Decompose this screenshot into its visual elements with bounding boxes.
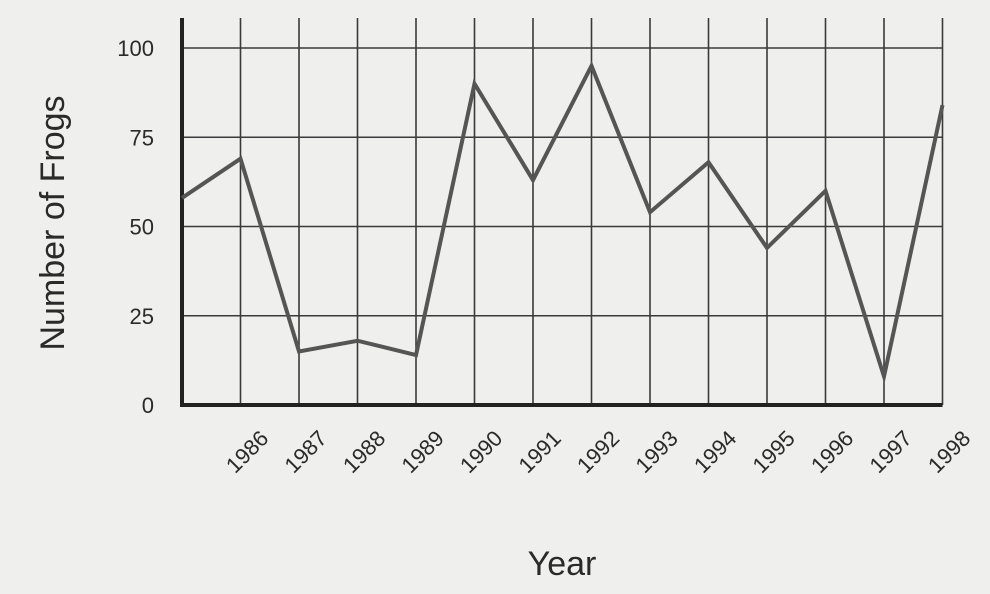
x-tick-labels: 1986 1987 1988 1989 1990 1991 1992 1993 1994 1995… xyxy=(221,426,975,478)
x-tick-label: 1987 xyxy=(280,426,332,478)
x-tick-label: 1996 xyxy=(806,426,858,478)
series-line xyxy=(180,61,945,385)
x-tick-label: 1992 xyxy=(572,426,624,478)
y-tick-label: 0 xyxy=(142,393,154,418)
x-tick-label: 1994 xyxy=(689,426,741,478)
x-tick-label: 1990 xyxy=(455,426,507,478)
y-tick-label: 50 xyxy=(130,215,154,240)
axes xyxy=(180,18,943,407)
y-axis-title: Number of Frogs xyxy=(34,95,72,350)
y-tick-label: 100 xyxy=(117,36,154,61)
x-tick-label: 1993 xyxy=(631,426,683,478)
y-tick-label: 75 xyxy=(130,125,154,150)
x-tick-label: 1988 xyxy=(338,426,390,478)
series-layer xyxy=(180,61,945,385)
x-tick-label: 1986 xyxy=(221,426,273,478)
y-tick-labels: 0 25 50 75 100 xyxy=(117,36,154,418)
x-axis-title: Year xyxy=(528,545,597,583)
y-tick-label: 25 xyxy=(130,304,154,329)
x-tick-label: 1997 xyxy=(865,426,917,478)
x-tick-label: 1998 xyxy=(923,426,975,478)
x-tick-label: 1995 xyxy=(748,426,800,478)
x-tick-label: 1989 xyxy=(397,426,449,478)
x-tick-label: 1991 xyxy=(514,426,566,478)
